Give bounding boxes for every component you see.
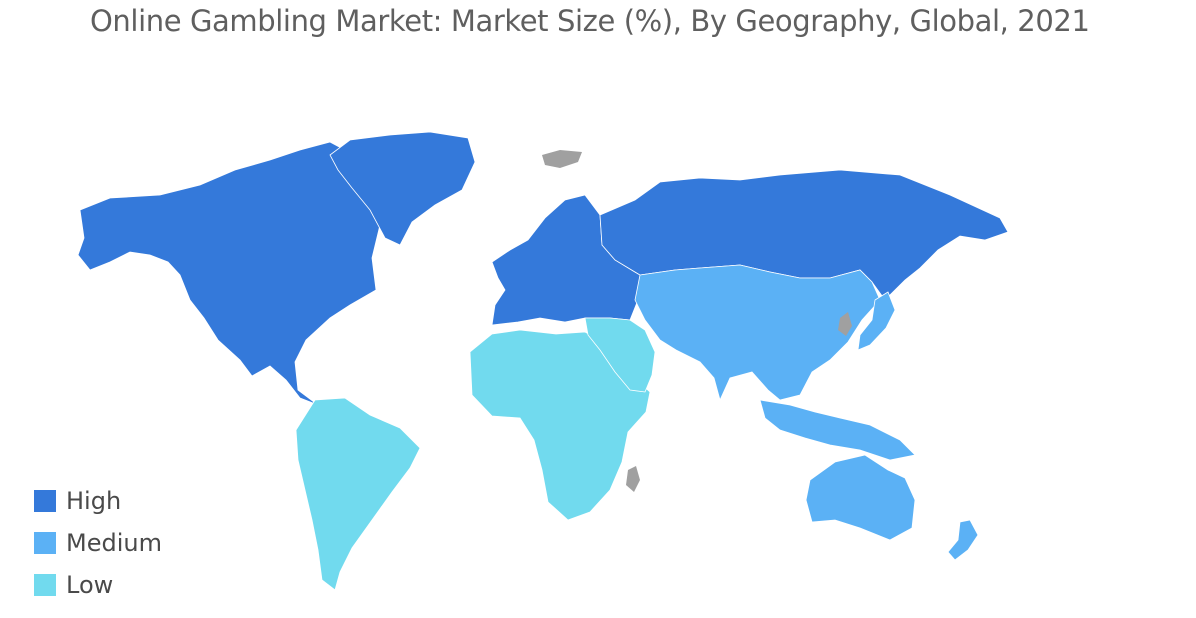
legend-label-medium: Medium bbox=[66, 529, 162, 557]
legend: High Medium Low bbox=[34, 480, 162, 606]
legend-item-high[interactable]: High bbox=[34, 480, 162, 522]
region-north-america[interactable] bbox=[77, 141, 381, 406]
svalbard-no-data bbox=[542, 150, 582, 168]
legend-label-low: Low bbox=[66, 571, 114, 599]
region-africa[interactable] bbox=[469, 329, 651, 521]
region-middle-east[interactable] bbox=[584, 317, 656, 393]
korea-no-data bbox=[838, 312, 852, 336]
legend-item-low[interactable]: Low bbox=[34, 564, 162, 606]
madagascar-no-data bbox=[626, 466, 640, 492]
region-japan[interactable] bbox=[857, 291, 896, 351]
region-new-zealand[interactable] bbox=[947, 519, 979, 561]
region-asia[interactable] bbox=[634, 264, 881, 402]
region-europe[interactable] bbox=[491, 194, 641, 326]
region-south-america[interactable] bbox=[295, 397, 421, 591]
legend-swatch-high bbox=[34, 490, 56, 512]
region-australia[interactable] bbox=[805, 454, 916, 541]
legend-label-high: High bbox=[66, 487, 122, 515]
region-southeast-asia[interactable] bbox=[759, 399, 916, 461]
legend-item-medium[interactable]: Medium bbox=[34, 522, 162, 564]
legend-swatch-low bbox=[34, 574, 56, 596]
chart-title: Online Gambling Market: Market Size (%),… bbox=[90, 4, 1090, 38]
region-greenland[interactable] bbox=[329, 131, 476, 246]
legend-swatch-medium bbox=[34, 532, 56, 554]
